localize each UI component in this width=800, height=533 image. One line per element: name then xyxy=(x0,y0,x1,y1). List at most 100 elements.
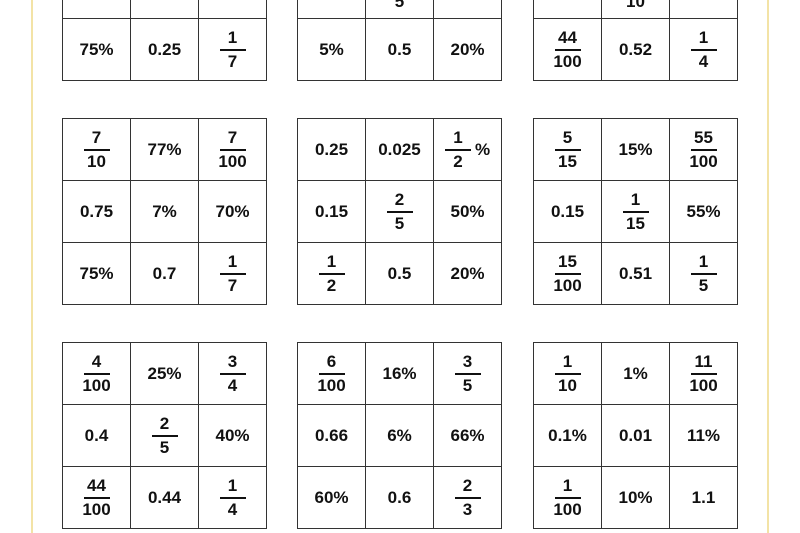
cell-value: 0.6 xyxy=(387,487,412,507)
cell-value: 20% xyxy=(450,39,485,59)
cell-value: 15% xyxy=(618,139,653,159)
fraction-bar xyxy=(83,496,110,499)
denominator: 7 xyxy=(227,275,238,295)
grid-cell: 20% xyxy=(433,242,502,305)
cell-value: 0.7 xyxy=(152,263,177,283)
grid-cell: 70% xyxy=(198,180,267,243)
denominator: 100 xyxy=(689,375,718,395)
grid-cell: 0.4 xyxy=(62,404,131,467)
grid-cell: 75% xyxy=(62,242,131,305)
fraction: 7 10 xyxy=(83,128,110,172)
numerator: 55 xyxy=(694,127,713,147)
grid-cell: 11% xyxy=(669,404,738,467)
grid-cell: 44 100 xyxy=(533,18,602,81)
cell-value: 77% xyxy=(147,139,182,159)
grid-cell: 1% xyxy=(601,342,670,405)
grid-cell xyxy=(533,0,602,19)
fraction-bar xyxy=(318,272,345,275)
grid-cell: 0.44 xyxy=(130,466,199,529)
grid-cell: 75% xyxy=(62,18,131,81)
cell-value: 0.75 xyxy=(79,201,114,221)
numerator: 11 xyxy=(694,351,713,371)
cell-value: 60% xyxy=(314,487,349,507)
fraction-bar xyxy=(444,148,471,151)
grid-cell: 0.5 xyxy=(365,18,434,81)
grid-cell: 10% xyxy=(601,466,670,529)
cell-value: 1.1 xyxy=(691,487,716,507)
fraction-bar xyxy=(219,48,246,51)
page-border xyxy=(767,0,769,533)
denominator: 15 xyxy=(558,151,577,171)
cell-value: 0.25 xyxy=(314,139,349,159)
fraction-bar xyxy=(83,148,110,151)
numerator: 7 xyxy=(227,127,238,147)
grid-cell: 0.01 xyxy=(601,404,670,467)
numerator: 6 xyxy=(326,351,337,371)
cell-value: 66% xyxy=(450,425,485,445)
grid-cell: 11 100 xyxy=(669,342,738,405)
grid-cell: 15 100 xyxy=(533,242,602,305)
fraction-bar xyxy=(219,272,246,275)
grid-cell: 6 100 xyxy=(297,342,366,405)
numerator: 1 xyxy=(326,251,337,271)
fraction: 44 100 xyxy=(82,476,110,520)
grid-cell xyxy=(297,0,366,19)
denominator: 4 xyxy=(698,51,709,71)
cell-value: 75% xyxy=(79,39,114,59)
grid-cell: 40% xyxy=(198,404,267,467)
fraction-bar xyxy=(219,372,246,375)
numerator: 3 xyxy=(462,351,473,371)
numerator: 2 xyxy=(394,189,405,209)
grid-cell: 15% xyxy=(601,118,670,181)
numerator: 1 xyxy=(227,251,238,271)
cell-value: 25% xyxy=(147,363,182,383)
denominator: 100 xyxy=(317,375,346,395)
grid-cell: 77% xyxy=(130,118,199,181)
cell-value: 0.25 xyxy=(147,39,182,59)
denominator: 100 xyxy=(82,499,111,519)
denominator: 2 xyxy=(326,275,337,295)
denominator: 15 xyxy=(626,213,645,233)
fraction-bar xyxy=(386,210,413,213)
grid-cell: 5 15 xyxy=(533,118,602,181)
fraction-bar xyxy=(151,434,178,437)
fraction-bar xyxy=(690,372,717,375)
numerator: 44 xyxy=(558,27,577,47)
fraction: 1 10 xyxy=(554,352,581,396)
fraction: 4 100 xyxy=(82,352,110,396)
grid-cell: 6% xyxy=(365,404,434,467)
grid-cell xyxy=(62,0,131,19)
grid-cell: 0.75 xyxy=(62,180,131,243)
denominator: 2 xyxy=(453,151,463,171)
numerator: 1 xyxy=(227,475,238,495)
numerator: 2 xyxy=(462,475,473,495)
fraction-bar xyxy=(690,148,717,151)
fraction-bar xyxy=(219,148,246,151)
numerator: 3 xyxy=(227,351,238,371)
fraction-bar xyxy=(554,48,581,51)
fraction-bar xyxy=(554,148,581,151)
grid-cell: 44 100 xyxy=(62,466,131,529)
cell-value: 0.15 xyxy=(550,201,585,221)
cell-value: 0.44 xyxy=(147,487,182,507)
numerator: 1 xyxy=(630,189,641,209)
grid-cell xyxy=(198,0,267,19)
fraction: 11 100 xyxy=(689,352,717,396)
grid-cell: 1 100 xyxy=(533,466,602,529)
grid-cell: 0.52 xyxy=(601,18,670,81)
fraction-bar xyxy=(554,496,581,499)
